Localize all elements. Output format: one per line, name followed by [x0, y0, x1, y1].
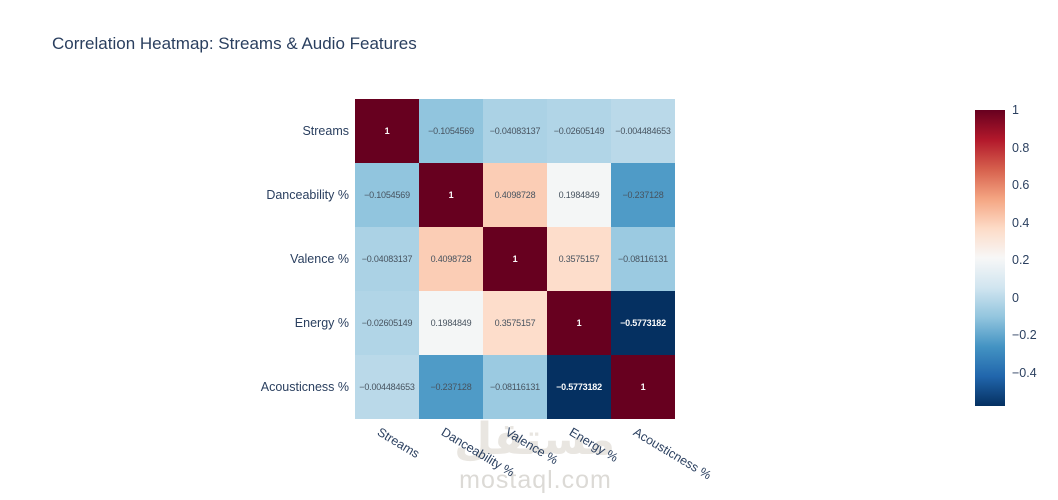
heatmap-cell[interactable]: −0.5773182 [547, 355, 611, 419]
heatmap-cell[interactable]: −0.1054569 [355, 163, 419, 227]
colorbar-tick-label: −0.2 [1012, 328, 1037, 343]
heatmap-cell[interactable]: 0.4098728 [419, 227, 483, 291]
heatmap-cell[interactable]: 0.1984849 [419, 291, 483, 355]
heatmap-cell[interactable]: −0.04083137 [355, 227, 419, 291]
y-axis-label: Valence % [290, 252, 349, 266]
heatmap-cell[interactable]: −0.04083137 [483, 99, 547, 163]
heatmap-cell[interactable]: −0.004484653 [611, 99, 675, 163]
y-axis-label: Streams [302, 124, 349, 138]
mostaql-url-watermark: mostaql.com [459, 466, 612, 494]
colorbar-tick-label: 0.6 [1012, 178, 1030, 193]
x-axis-label: Energy % [566, 425, 621, 465]
heatmap-grid: 1 −0.1054569 −0.04083137 −0.02605149 −0.0044… [355, 99, 675, 419]
heatmap-cell[interactable]: 1 [547, 291, 611, 355]
heatmap-cell[interactable]: −0.08116131 [611, 227, 675, 291]
x-axis-label: Streams [374, 425, 422, 461]
heatmap-cell[interactable]: −0.004484653 [355, 355, 419, 419]
y-axis-label: Energy % [294, 316, 349, 330]
heatmap-cell[interactable]: −0.5773182 [611, 291, 675, 355]
heatmap-cell[interactable]: −0.02605149 [355, 291, 419, 355]
heatmap-cell[interactable]: 0.3575157 [483, 291, 547, 355]
heatmap-cell[interactable]: −0.1054569 [419, 99, 483, 163]
x-axis-label: Valence % [502, 425, 561, 468]
heatmap-cell[interactable]: 1 [419, 163, 483, 227]
heatmap-cell[interactable]: 1 [355, 99, 419, 163]
x-axis-label: Acousticness % [630, 425, 714, 483]
heatmap-cell[interactable]: 0.1984849 [547, 163, 611, 227]
heatmap-cell[interactable]: −0.02605149 [547, 99, 611, 163]
colorbar-tick-label: −0.4 [1012, 365, 1037, 380]
y-axis-label: Acousticness % [260, 380, 349, 394]
chart-title: Correlation Heatmap: Streams & Audio Fea… [52, 34, 417, 53]
heatmap-cell[interactable]: 0.4098728 [483, 163, 547, 227]
heatmap-cell[interactable]: 1 [611, 355, 675, 419]
colorbar-tick-label: 0.8 [1012, 140, 1030, 155]
colorbar-tick-label: 0.4 [1012, 215, 1030, 230]
colorbar-tick-label: 0.2 [1012, 253, 1030, 268]
heatmap-cell[interactable]: 0.3575157 [547, 227, 611, 291]
heatmap-cell[interactable]: 1 [483, 227, 547, 291]
heatmap-cell[interactable]: −0.237128 [419, 355, 483, 419]
colorbar-tick-label: 0 [1012, 290, 1019, 305]
colorbar-gradient [975, 110, 1005, 406]
heatmap-cell[interactable]: −0.08116131 [483, 355, 547, 419]
heatmap-cell[interactable]: −0.237128 [611, 163, 675, 227]
y-axis-label: Danceability % [266, 188, 349, 202]
colorbar-tick-label: 1 [1012, 103, 1019, 117]
